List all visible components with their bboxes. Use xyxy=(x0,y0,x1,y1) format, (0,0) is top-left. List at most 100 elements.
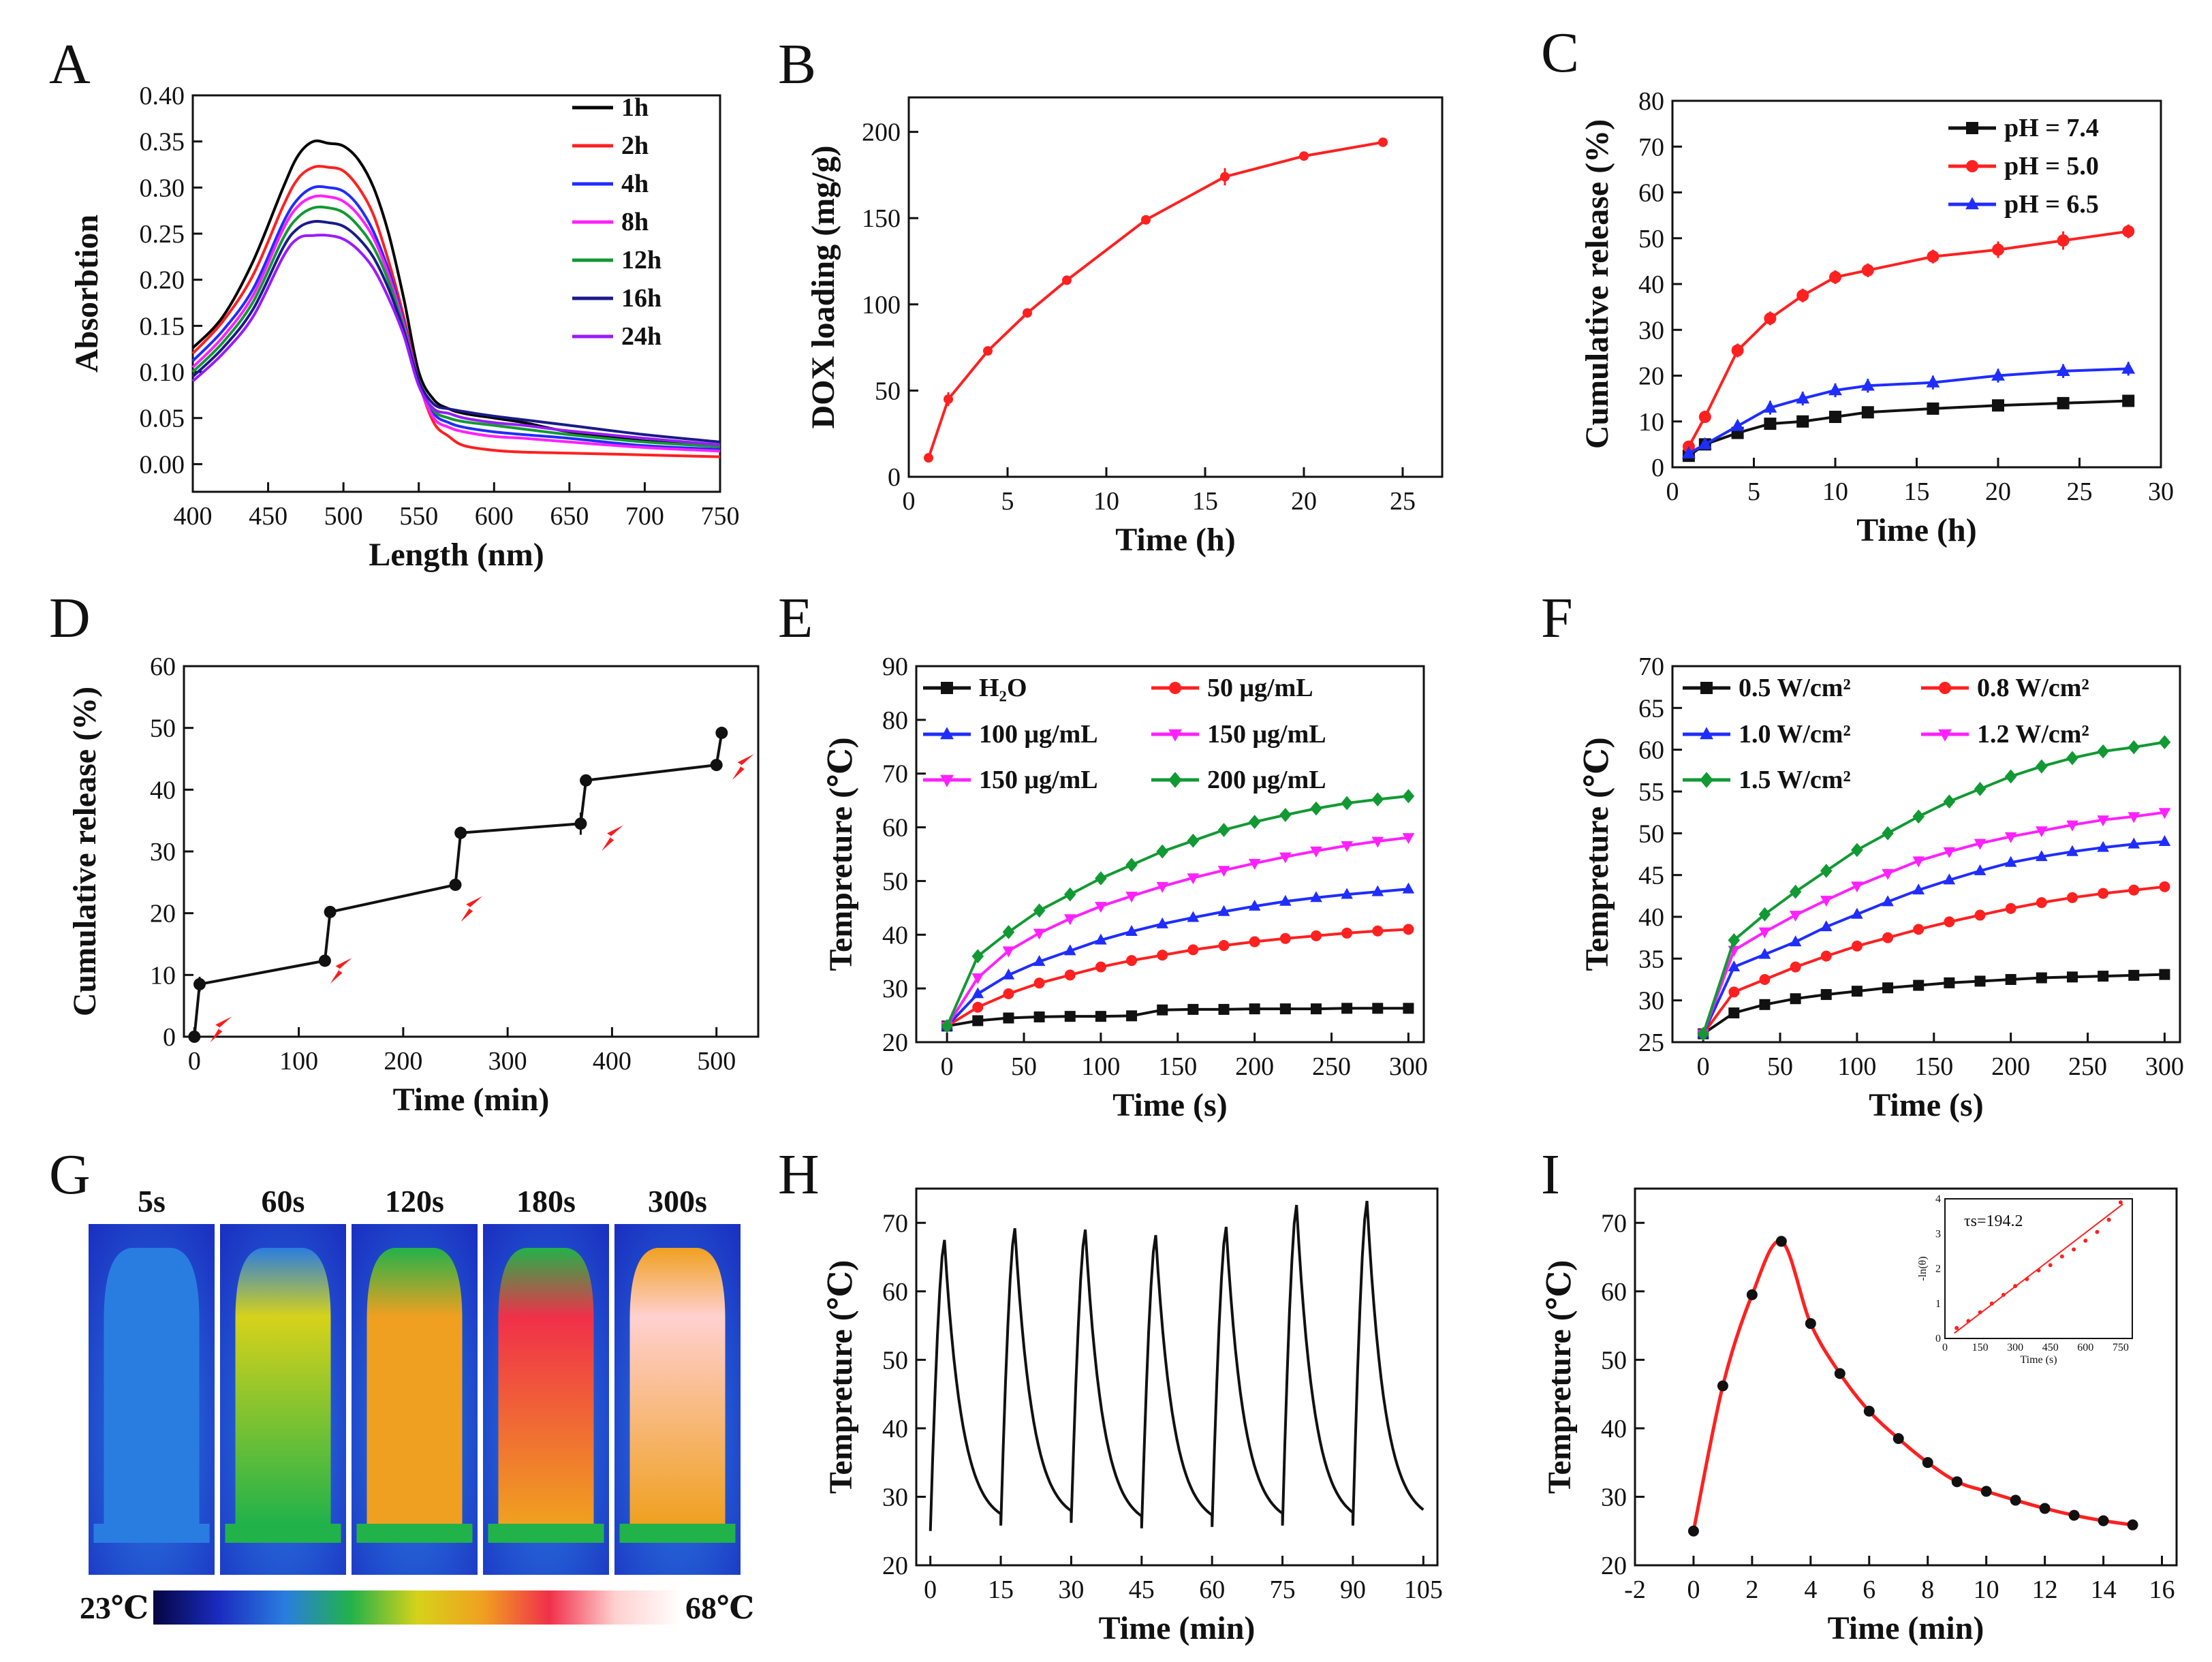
x-tick-label: 16 xyxy=(2149,1575,2175,1604)
colorbar-min-label: 23℃ xyxy=(80,1590,149,1625)
y-tick-label: 20 xyxy=(150,900,176,928)
data-point xyxy=(1912,856,1925,868)
inset-point xyxy=(2013,1284,2018,1289)
data-point xyxy=(1944,977,1955,988)
data-point xyxy=(1310,801,1322,816)
x-tick-label: 2 xyxy=(1745,1575,1758,1604)
data-point xyxy=(454,826,467,839)
data-point xyxy=(324,905,337,918)
inset-x-tick-label: 600 xyxy=(2077,1342,2093,1353)
data-point xyxy=(1002,968,1015,979)
panel-c: C 0 5 10 15 20 25 30 0 10 20 30 40 50 60 70 80 Time (h) Cu… xyxy=(1541,21,2174,548)
x-tick-label: 750 xyxy=(701,502,740,531)
data-point xyxy=(1063,887,1076,902)
series-line-2h xyxy=(191,165,721,458)
data-point xyxy=(1279,932,1291,944)
panel-h: H 0 15 30 45 60 75 90 105 20 30 40 50 60 70 Time (min) T… xyxy=(778,1143,1443,1646)
legend-label: 150 μg/mL xyxy=(979,766,1098,794)
y-tick-label: 60 xyxy=(1638,179,1664,208)
series-line xyxy=(946,928,1409,1028)
legend-label: 8h xyxy=(621,208,649,236)
y-tick-label: 40 xyxy=(1638,903,1664,932)
data-point xyxy=(1730,418,1745,431)
data-point xyxy=(1912,809,1925,824)
data-point xyxy=(1926,375,1940,388)
data-point xyxy=(1310,891,1322,903)
data-point xyxy=(2036,972,2047,984)
data-point xyxy=(1789,911,1802,922)
data-point xyxy=(1913,979,1925,991)
data-point xyxy=(1697,1026,1709,1041)
panel-label: F xyxy=(1541,586,1573,650)
y-tick-label: 10 xyxy=(150,961,176,990)
y-tick-label: 65 xyxy=(1638,694,1664,723)
y-tick-label: 25 xyxy=(1638,1029,1664,1057)
x-tick-label: 0 xyxy=(1687,1575,1700,1604)
legend-label: 50 μg/mL xyxy=(1207,674,1313,702)
legend-marker xyxy=(941,682,953,694)
data-point xyxy=(1763,400,1777,413)
plot-frame xyxy=(191,94,721,493)
data-point xyxy=(2128,740,2140,755)
panel-label: D xyxy=(49,586,91,650)
legend-marker xyxy=(1168,772,1182,788)
data-point xyxy=(2005,974,2016,985)
inset-point xyxy=(2106,1217,2111,1222)
series-line xyxy=(1702,885,2165,1035)
data-point xyxy=(2036,826,2048,838)
inset-point xyxy=(2001,1292,2006,1297)
x-tick-label: 200 xyxy=(384,1047,422,1076)
data-point xyxy=(1033,928,1046,940)
data-point xyxy=(715,726,728,739)
data-point xyxy=(2159,881,2170,892)
panel-d: D 0 100 200 300 400 500 0 10 20 30 40 50 60 Time (min)… xyxy=(49,586,760,1118)
x-tick-label: 100 xyxy=(1081,1052,1120,1081)
data-point xyxy=(2158,835,2171,846)
data-point xyxy=(1157,1004,1168,1016)
data-point xyxy=(1310,930,1322,941)
x-tick-label: 25 xyxy=(2067,477,2093,506)
data-point xyxy=(1927,402,1940,415)
series-line xyxy=(946,888,1409,1027)
panel-g: G 5s 60s 120s 180s 300s 23℃ 68℃ xyxy=(49,1143,754,1625)
y-tick-label: 0.15 xyxy=(140,312,185,341)
legend-label: 1h xyxy=(621,93,649,122)
y-tick-label: 0.40 xyxy=(140,82,185,110)
series-line xyxy=(946,1007,1409,1028)
data-point xyxy=(1974,975,1986,987)
data-point xyxy=(1187,873,1200,885)
x-axis-title: Time (s) xyxy=(1869,1087,1983,1123)
data-point xyxy=(1062,275,1072,285)
data-point xyxy=(1003,988,1014,1000)
inset-y-axis-title: -ln(θ) xyxy=(1917,1256,1929,1281)
data-point xyxy=(1943,794,1956,809)
data-point xyxy=(2056,363,2070,376)
data-point xyxy=(1371,792,1384,806)
inset-point xyxy=(2025,1276,2029,1281)
data-point xyxy=(1218,1003,1230,1015)
data-point xyxy=(1731,344,1744,357)
data-point xyxy=(1217,823,1230,837)
inset-point xyxy=(1989,1301,1994,1306)
data-point xyxy=(2004,769,2017,784)
data-point xyxy=(2127,1519,2138,1531)
legend-label: 1.0 W/cm² xyxy=(1739,720,1851,749)
inset-x-tick-label: 750 xyxy=(2113,1342,2129,1353)
data-point xyxy=(1882,932,1894,943)
data-point xyxy=(1187,911,1200,922)
x-tick-label: 100 xyxy=(1837,1052,1876,1081)
colorbar xyxy=(153,1590,681,1625)
y-axis-title: Tempreture (℃) xyxy=(823,1260,859,1494)
data-point xyxy=(1402,833,1415,845)
y-tick-label: 0.00 xyxy=(140,450,185,479)
y-tick-label: 40 xyxy=(150,776,176,804)
x-axis-title: Time (s) xyxy=(1112,1087,1227,1123)
data-point xyxy=(1882,895,1894,907)
data-point xyxy=(1063,914,1076,926)
vial-shape xyxy=(498,1248,594,1524)
thermal-image xyxy=(614,1224,741,1575)
x-tick-label: 15 xyxy=(1192,487,1218,516)
data-point xyxy=(1790,993,1801,1005)
x-tick-label: 10 xyxy=(1822,477,1848,506)
